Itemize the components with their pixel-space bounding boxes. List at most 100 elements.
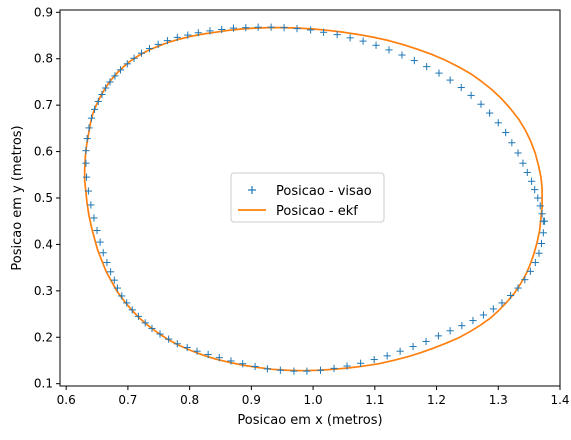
y-tick-label: 0.1 bbox=[34, 377, 53, 391]
x-tick-label: 1.4 bbox=[550, 393, 569, 407]
data-point-visao bbox=[539, 229, 547, 237]
legend: Posicao - visao Posicao - ekf bbox=[230, 172, 385, 223]
y-tick-label: 0.8 bbox=[34, 52, 53, 66]
data-point-visao bbox=[193, 347, 201, 355]
data-point-visao bbox=[357, 359, 365, 367]
x-tick-label: 0.6 bbox=[57, 393, 76, 407]
data-point-visao bbox=[537, 239, 546, 248]
x-tick-label: 1.2 bbox=[427, 393, 446, 407]
data-point-visao bbox=[83, 134, 91, 143]
data-point-visao bbox=[184, 31, 192, 39]
data-point-visao bbox=[531, 186, 539, 194]
data-point-visao bbox=[486, 109, 494, 117]
data-point-visao bbox=[242, 24, 250, 32]
data-point-visao bbox=[502, 128, 510, 137]
data-point-visao bbox=[422, 337, 430, 346]
data-point-visao bbox=[290, 367, 298, 375]
data-point-visao bbox=[539, 217, 547, 225]
data-point-visao bbox=[163, 37, 172, 45]
data-point-visao bbox=[303, 367, 311, 375]
data-point-visao bbox=[87, 114, 96, 122]
data-point-visao bbox=[183, 343, 191, 352]
data-point-visao bbox=[107, 268, 115, 276]
data-point-visao bbox=[130, 54, 138, 62]
data-point-visao bbox=[123, 60, 131, 68]
data-point-visao bbox=[173, 340, 181, 348]
data-point-visao bbox=[534, 194, 542, 202]
data-point-visao bbox=[435, 69, 443, 77]
x-tick-label: 0.9 bbox=[242, 393, 261, 407]
data-point-visao bbox=[84, 187, 92, 195]
data-point-visao bbox=[467, 91, 475, 100]
data-point-visao bbox=[118, 292, 126, 300]
data-point-visao bbox=[385, 46, 393, 54]
data-point-visao bbox=[94, 97, 102, 106]
legend-box bbox=[230, 172, 385, 223]
data-point-visao bbox=[514, 149, 522, 157]
x-axis-label: Posicao em x (metros) bbox=[237, 413, 382, 428]
data-point-visao bbox=[538, 210, 546, 218]
y-tick-label: 0.3 bbox=[34, 284, 53, 298]
data-point-visao bbox=[263, 365, 272, 373]
data-point-visao bbox=[434, 332, 442, 340]
data-point-visao bbox=[536, 202, 544, 210]
data-point-visao bbox=[469, 316, 477, 325]
data-point-visao bbox=[141, 319, 149, 327]
data-point-visao bbox=[194, 29, 202, 37]
data-point-visao bbox=[85, 124, 93, 132]
legend-label-ekf: Posicao - ekf bbox=[276, 204, 358, 219]
data-point-visao bbox=[215, 354, 223, 362]
data-point-visao bbox=[93, 226, 101, 235]
data-point-visao bbox=[333, 31, 341, 39]
data-point-visao bbox=[128, 306, 136, 314]
data-point-visao bbox=[123, 299, 131, 307]
data-point-visao bbox=[137, 49, 146, 57]
data-point-visao bbox=[477, 100, 485, 108]
data-point-visao bbox=[90, 214, 98, 222]
x-tick-label: 1.1 bbox=[365, 393, 384, 407]
y-tick-label: 0.5 bbox=[34, 191, 53, 205]
data-point-visao bbox=[134, 312, 142, 320]
data-point-visao bbox=[145, 44, 154, 53]
x-tick-label: 0.8 bbox=[180, 393, 199, 407]
data-point-visao bbox=[116, 66, 125, 74]
data-point-visao bbox=[489, 305, 497, 313]
data-point-visao bbox=[359, 37, 367, 45]
data-point-visao bbox=[396, 347, 404, 355]
data-point-visao bbox=[106, 78, 114, 86]
data-point-visao bbox=[99, 249, 107, 257]
data-point-visao bbox=[494, 119, 502, 127]
data-point-visao bbox=[96, 238, 104, 246]
data-point-visao bbox=[446, 76, 454, 84]
data-point-visao bbox=[204, 350, 212, 359]
data-point-visao bbox=[307, 26, 315, 34]
data-point-visao bbox=[267, 23, 275, 31]
legend-label-visao: Posicao - visao bbox=[276, 184, 372, 199]
y-tick-label: 0.4 bbox=[34, 237, 53, 251]
data-point-visao bbox=[227, 357, 235, 365]
data-point-visao bbox=[229, 24, 238, 32]
data-point-visao bbox=[409, 342, 417, 351]
data-point-visao bbox=[383, 352, 391, 360]
data-point-visao bbox=[507, 291, 515, 300]
data-point-visao bbox=[508, 139, 516, 147]
data-point-visao bbox=[398, 51, 406, 59]
data-point-visao bbox=[316, 366, 325, 374]
y-tick-label: 0.9 bbox=[34, 5, 53, 19]
data-point-visao bbox=[346, 34, 354, 42]
data-point-visao bbox=[156, 330, 164, 338]
data-point-visao bbox=[254, 23, 262, 31]
data-point-visao bbox=[523, 168, 531, 177]
legend-marker-visao bbox=[248, 186, 256, 194]
data-point-visao bbox=[82, 173, 91, 181]
data-point-visao bbox=[102, 84, 110, 92]
x-tick-label: 0.7 bbox=[118, 393, 137, 407]
data-point-visao bbox=[173, 33, 181, 41]
data-point-visao bbox=[280, 24, 288, 32]
data-point-visao bbox=[206, 27, 214, 35]
data-point-visao bbox=[82, 159, 90, 167]
data-point-visao bbox=[276, 366, 284, 374]
data-point-visao bbox=[343, 362, 351, 370]
